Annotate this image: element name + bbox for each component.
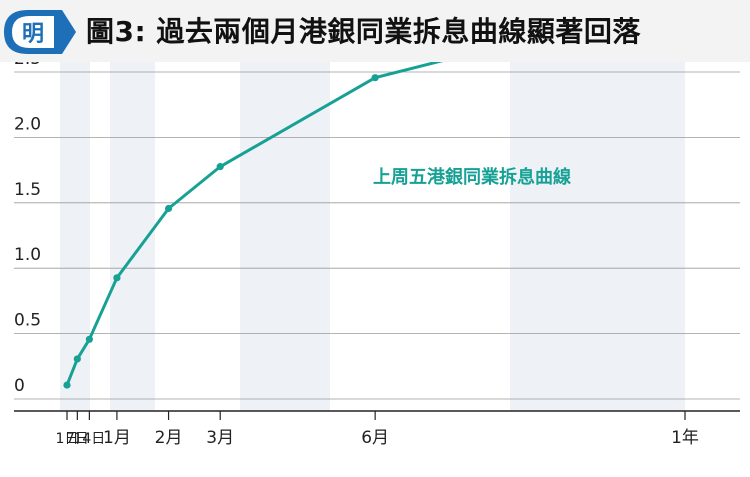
data-point [371, 74, 379, 82]
data-point [164, 204, 173, 213]
data-point [73, 355, 81, 363]
x-tick-label: 1年 [671, 428, 699, 448]
series-lines [63, 62, 444, 389]
data-point [63, 381, 71, 389]
column-bands [60, 62, 685, 411]
y-tick-label: 0.5 [14, 311, 41, 331]
x-tick-label: 14日 [73, 431, 105, 447]
x-tick-label: 3月 [206, 428, 234, 448]
y-tick-label: 1.0 [14, 245, 41, 265]
header-bar: 明 圖3: 過去兩個月港銀同業拆息曲線顯著回落 [0, 0, 750, 62]
data-point [85, 335, 93, 343]
x-tick-label: 1日 [56, 431, 79, 447]
data-point [113, 274, 121, 282]
logo-char: 明 [22, 22, 44, 47]
x-tick-label: 2月 [155, 428, 183, 448]
band-3 [510, 62, 685, 411]
series-label-1: 上周五港銀同業拆息曲線 [373, 166, 571, 188]
ming-pao-logo: 明 [4, 10, 76, 54]
data-point [216, 163, 224, 171]
x-tick-label: 6月 [361, 428, 389, 448]
y-tick-label: 1.5 [14, 180, 41, 200]
gridlines [14, 71, 740, 400]
y-tick-label: 2.5 [14, 62, 41, 69]
band-0 [60, 62, 90, 411]
chart-title: 圖3: 過去兩個月港銀同業拆息曲線顯著回落 [86, 15, 641, 48]
series-line-1 [65, 62, 444, 386]
y-tick-label: 0 [14, 376, 25, 396]
x-tick-label: 1月 [103, 428, 131, 448]
y-axis-ticks: 00.51.01.52.02.53.03.54.04.5厘 [14, 62, 41, 396]
band-2 [240, 62, 330, 411]
series-labels: 兩月前港銀同業拆息曲線上周五港銀同業拆息曲線 [373, 166, 571, 188]
x-tick-label: 7日 [66, 431, 89, 447]
line-chart: 00.51.01.52.02.53.03.54.04.5厘 1日7日14日1月2… [14, 62, 740, 448]
y-tick-label: 2.0 [14, 114, 41, 134]
